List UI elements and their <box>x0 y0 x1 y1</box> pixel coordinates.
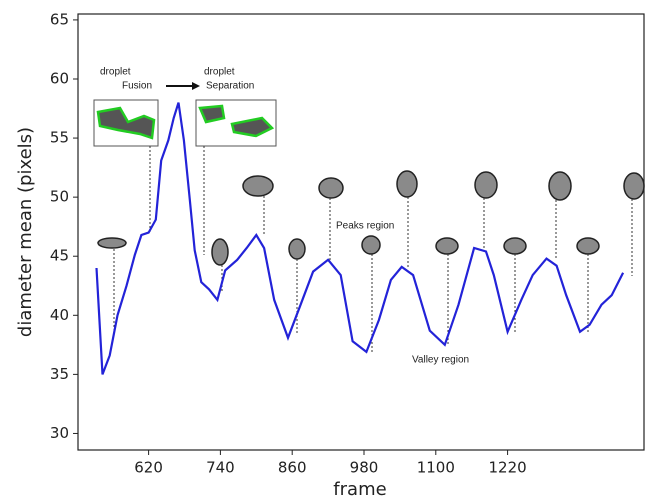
x-tick-label: 980 <box>350 459 379 477</box>
annotation: Valley region <box>412 355 469 366</box>
y-tick-label: 40 <box>50 306 69 324</box>
y-tick-label: 35 <box>50 365 69 383</box>
x-axis-label: frame <box>333 479 386 500</box>
inset-blob <box>96 106 156 140</box>
droplet <box>503 237 527 255</box>
y-tick-label: 60 <box>50 69 69 87</box>
droplet <box>288 238 306 260</box>
droplet <box>211 238 229 266</box>
droplet <box>474 171 498 199</box>
droplet <box>548 171 572 201</box>
droplet <box>576 237 600 255</box>
x-tick-label: 1100 <box>417 459 455 477</box>
inset-blob <box>198 104 275 138</box>
x-tick-label: 620 <box>134 459 163 477</box>
annotation: Peaks region <box>336 221 394 232</box>
droplet <box>318 177 344 199</box>
y-tick-label: 55 <box>50 129 69 147</box>
y-axis-label: diameter mean (pixels) <box>15 127 36 337</box>
x-tick-label: 740 <box>206 459 235 477</box>
annotation: droplet <box>204 67 235 78</box>
y-tick-label: 65 <box>50 10 69 28</box>
droplet <box>396 170 418 198</box>
annotation: Fusion <box>122 81 152 92</box>
data-line <box>95 102 625 375</box>
annotation: Separation <box>206 81 254 92</box>
droplet <box>242 175 274 197</box>
plot-frame <box>77 13 645 451</box>
annotation: droplet <box>100 67 131 78</box>
arrow-head <box>192 82 200 90</box>
droplet <box>623 172 645 200</box>
x-tick-label: 1220 <box>488 459 526 477</box>
x-tick-label: 860 <box>278 459 307 477</box>
insets <box>93 82 645 352</box>
droplet <box>435 237 459 255</box>
y-tick-label: 30 <box>50 424 69 442</box>
y-tick-label: 50 <box>50 188 69 206</box>
droplet <box>361 235 381 255</box>
y-tick-label: 45 <box>50 247 69 265</box>
droplet <box>97 237 127 249</box>
